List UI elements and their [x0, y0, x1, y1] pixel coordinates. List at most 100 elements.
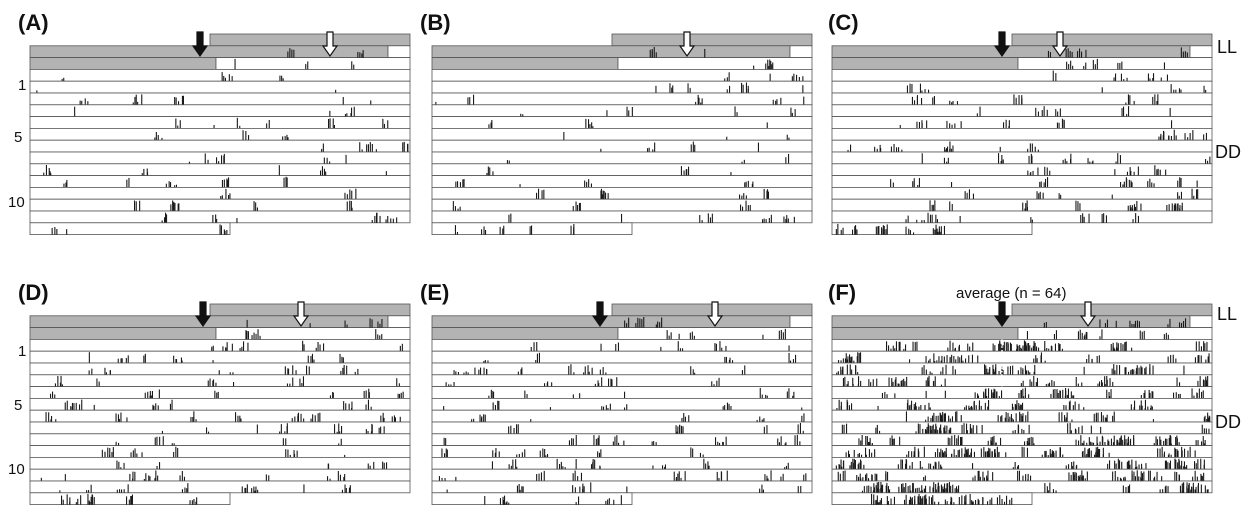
activity-tick	[453, 370, 455, 375]
activity-tick	[119, 489, 121, 493]
activity-tick	[296, 450, 298, 458]
activity-tick	[1023, 430, 1025, 434]
activity-tick	[900, 380, 902, 387]
activity-tick	[181, 95, 183, 105]
activity-tick	[666, 330, 668, 340]
activity-tick	[600, 188, 602, 200]
activity-tick	[626, 323, 628, 328]
activity-tick	[876, 482, 878, 493]
activity-tick	[474, 367, 476, 375]
activity-tick	[351, 207, 353, 211]
activity-tick	[1082, 450, 1084, 458]
activity-tick	[317, 342, 319, 352]
activity-tick	[256, 207, 258, 211]
activity-tick	[1175, 89, 1177, 93]
activity-tick	[802, 85, 804, 93]
activity-tick	[996, 497, 998, 505]
activity-tick	[869, 437, 871, 446]
activity-tick	[1165, 332, 1167, 340]
activity-tick	[1036, 377, 1038, 387]
activity-tick	[586, 181, 588, 188]
activity-tick	[375, 329, 377, 340]
activity-tick	[880, 148, 882, 152]
dark-row	[431, 421, 813, 435]
activity-tick	[1031, 219, 1033, 223]
activity-tick	[1031, 381, 1033, 387]
activity-tick	[923, 446, 925, 458]
activity-tick	[1117, 458, 1119, 470]
activity-tick	[353, 106, 355, 117]
activity-tick	[1083, 440, 1085, 446]
activity-tick	[117, 358, 119, 363]
offset-arrow-icon	[1051, 31, 1069, 58]
activity-tick	[1122, 184, 1124, 188]
activity-tick	[837, 471, 839, 481]
activity-tick	[494, 452, 496, 458]
activity-tick	[1086, 359, 1088, 363]
activity-tick	[931, 497, 933, 505]
activity-tick	[936, 360, 938, 363]
activity-tick	[583, 486, 585, 493]
activity-tick	[570, 364, 572, 375]
activity-tick	[351, 190, 353, 200]
activity-tick	[228, 74, 230, 82]
activity-tick	[967, 448, 969, 458]
activity-tick	[526, 394, 528, 399]
activity-tick	[286, 426, 288, 434]
activity-tick	[1139, 330, 1141, 340]
activity-tick	[1020, 348, 1022, 352]
activity-tick	[1016, 349, 1018, 352]
activity-tick	[726, 77, 728, 82]
activity-tick	[220, 196, 222, 200]
activity-tick	[1105, 215, 1107, 223]
activity-tick	[971, 500, 973, 505]
activity-tick	[381, 334, 383, 340]
activity-tick	[506, 160, 508, 164]
activity-tick	[245, 487, 247, 493]
activity-tick	[878, 482, 880, 493]
activity-tick	[361, 53, 363, 58]
activity-tick	[343, 365, 345, 375]
activity-tick	[1196, 180, 1198, 188]
activity-tick	[1187, 450, 1189, 458]
activity-tick	[763, 418, 765, 422]
activity-tick	[536, 353, 538, 363]
activity-tick	[1120, 343, 1122, 352]
activity-tick	[678, 471, 680, 481]
activity-tick	[846, 423, 848, 434]
dark-row	[831, 350, 1213, 364]
activity-tick	[291, 418, 293, 422]
activity-tick	[154, 437, 156, 446]
activity-tick	[741, 161, 743, 164]
activity-tick	[904, 499, 906, 505]
activity-tick	[311, 353, 313, 363]
activity-tick	[487, 360, 489, 363]
activity-tick	[652, 465, 654, 470]
activity-tick	[930, 463, 932, 470]
activity-tick	[401, 343, 403, 352]
activity-tick	[921, 120, 923, 129]
activity-tick	[489, 167, 491, 176]
activity-tick	[1154, 165, 1156, 176]
activity-tick	[228, 195, 230, 200]
activity-tick	[1043, 182, 1045, 188]
activity-tick	[849, 354, 851, 363]
activity-tick	[852, 377, 854, 387]
activity-tick	[1202, 379, 1204, 387]
activity-tick	[177, 125, 179, 129]
activity-tick	[932, 495, 934, 505]
activity-tick	[912, 341, 914, 352]
panel-label-b: (B)	[420, 10, 451, 35]
activity-tick	[289, 383, 291, 387]
activity-tick	[916, 341, 918, 352]
activity-tick	[874, 473, 876, 481]
activity-tick	[1020, 413, 1022, 422]
activity-tick	[1020, 347, 1022, 352]
activity-tick	[914, 446, 916, 458]
activity-tick	[369, 318, 371, 328]
activity-tick	[672, 85, 674, 93]
activity-tick	[306, 365, 308, 375]
activity-tick	[1149, 470, 1151, 481]
activity-tick	[690, 447, 692, 458]
activity-tick	[699, 452, 701, 458]
